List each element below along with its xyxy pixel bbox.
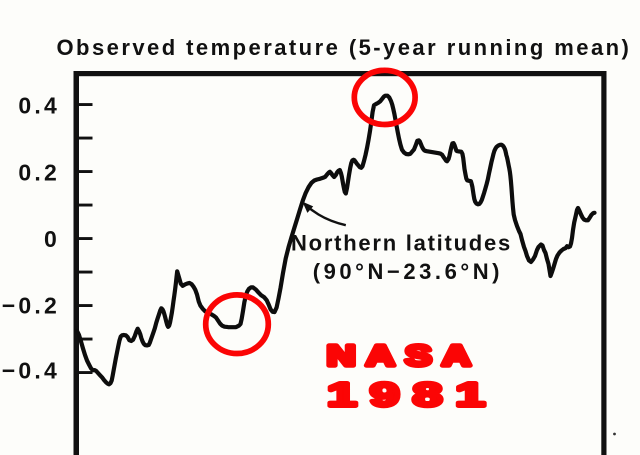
svg-text:−0.4: −0.4 bbox=[2, 358, 60, 384]
svg-text:0.2: 0.2 bbox=[18, 160, 60, 186]
svg-text:(90°N−23.6°N): (90°N−23.6°N) bbox=[313, 259, 503, 284]
svg-text:NASA: NASA bbox=[327, 340, 481, 372]
svg-text:1981: 1981 bbox=[327, 377, 498, 414]
svg-text:0.4: 0.4 bbox=[18, 93, 60, 119]
svg-text:−0.2: −0.2 bbox=[2, 292, 60, 318]
svg-text:0: 0 bbox=[44, 226, 60, 252]
svg-text:Observed temperature (5-year r: Observed temperature (5-year running mea… bbox=[57, 35, 632, 60]
svg-text:Northern latitudes: Northern latitudes bbox=[291, 231, 512, 256]
